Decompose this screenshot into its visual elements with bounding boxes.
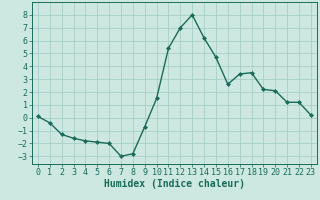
X-axis label: Humidex (Indice chaleur): Humidex (Indice chaleur) — [104, 179, 245, 189]
